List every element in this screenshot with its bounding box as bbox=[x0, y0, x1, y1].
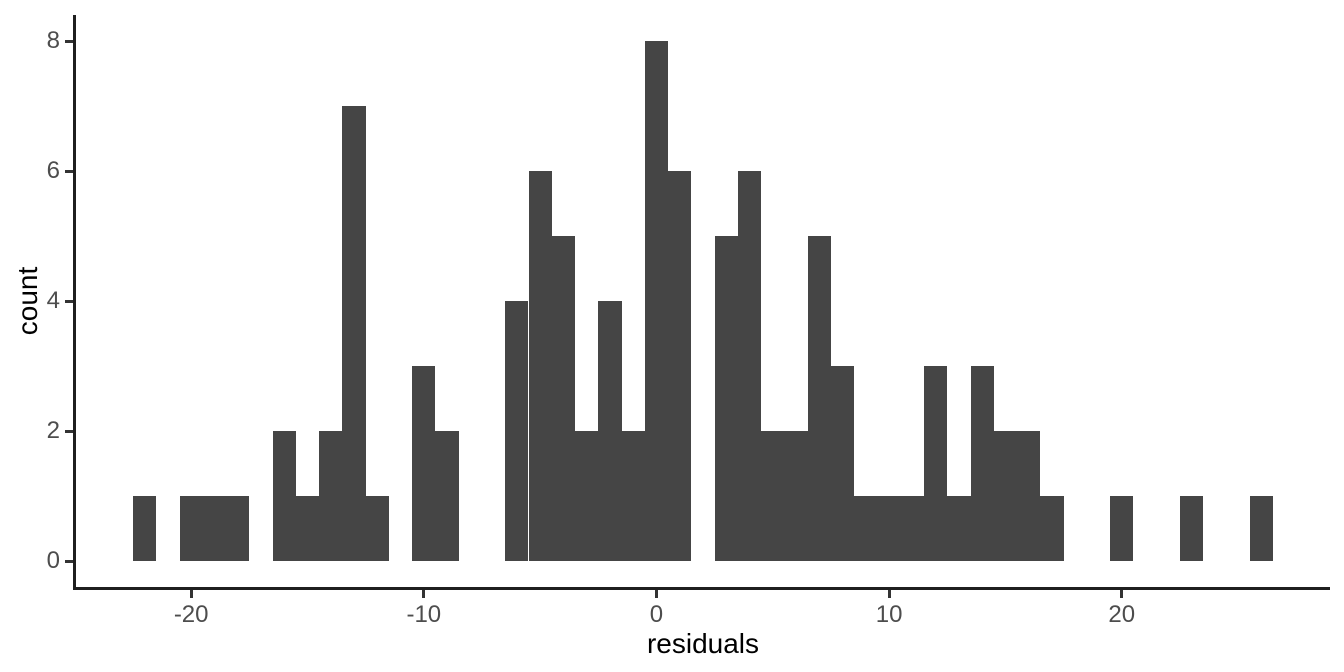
y-tick-mark bbox=[65, 429, 73, 433]
y-tick-label: 6 bbox=[46, 157, 60, 184]
histogram-bar bbox=[761, 431, 785, 561]
histogram-bar bbox=[226, 496, 250, 561]
x-tick-mark bbox=[887, 590, 891, 598]
y-tick-mark bbox=[65, 559, 73, 563]
y-tick-label: 0 bbox=[46, 547, 60, 574]
histogram-bar bbox=[737, 171, 762, 561]
histogram-bar bbox=[1017, 431, 1041, 561]
histogram-bar bbox=[179, 496, 203, 561]
histogram-bar bbox=[202, 496, 227, 561]
x-tick-label: -20 bbox=[173, 601, 209, 628]
histogram-bar bbox=[970, 366, 994, 561]
histogram-bar bbox=[924, 366, 948, 561]
histogram-bar bbox=[830, 366, 855, 561]
histogram-bar bbox=[551, 236, 576, 561]
histogram-bar bbox=[784, 431, 808, 561]
histogram-bar bbox=[947, 496, 971, 561]
x-tick-label: -10 bbox=[406, 601, 442, 628]
y-axis-line bbox=[73, 15, 76, 590]
histogram-bar bbox=[1249, 496, 1273, 561]
histogram-bar bbox=[621, 431, 645, 561]
y-tick-label: 8 bbox=[46, 27, 60, 54]
histogram-bar bbox=[1040, 496, 1064, 561]
histogram-bar bbox=[1110, 496, 1134, 561]
histogram-bar bbox=[342, 106, 366, 561]
histogram-bar bbox=[668, 171, 692, 561]
y-axis-title: count bbox=[12, 266, 43, 336]
x-tick-mark bbox=[189, 590, 193, 598]
x-axis-line bbox=[73, 587, 1330, 590]
histogram-bar bbox=[644, 41, 669, 561]
histogram-bar bbox=[295, 496, 320, 561]
x-tick-label: 20 bbox=[1108, 601, 1136, 628]
histogram-bar bbox=[993, 431, 1018, 561]
histogram-bar bbox=[272, 431, 296, 561]
histogram-bar bbox=[598, 301, 622, 561]
x-tick-mark bbox=[1120, 590, 1124, 598]
x-tick-mark bbox=[422, 590, 426, 598]
x-tick-label: 0 bbox=[649, 601, 664, 628]
histogram-bar bbox=[714, 236, 738, 561]
x-axis-title: residuals bbox=[646, 628, 760, 659]
x-tick-mark bbox=[654, 590, 658, 598]
histogram-bar bbox=[807, 236, 831, 561]
histogram-bar bbox=[854, 496, 878, 561]
y-tick-label: 2 bbox=[46, 417, 60, 444]
histogram-bar bbox=[528, 171, 552, 561]
histogram-bar bbox=[900, 496, 924, 561]
histogram-bar bbox=[877, 496, 901, 561]
histogram-bar bbox=[133, 496, 157, 561]
y-tick-label: 4 bbox=[46, 287, 60, 314]
histogram-bar bbox=[435, 431, 459, 561]
histogram-bar bbox=[412, 366, 436, 561]
histogram-bar bbox=[505, 301, 529, 561]
y-tick-mark bbox=[65, 39, 73, 43]
histogram-bar bbox=[365, 496, 389, 561]
y-tick-mark bbox=[65, 169, 73, 173]
x-tick-label: 10 bbox=[875, 601, 903, 628]
histogram-bar bbox=[575, 431, 599, 561]
histogram-bar bbox=[1179, 496, 1204, 561]
histogram-bar bbox=[319, 431, 343, 561]
y-tick-mark bbox=[65, 299, 73, 303]
